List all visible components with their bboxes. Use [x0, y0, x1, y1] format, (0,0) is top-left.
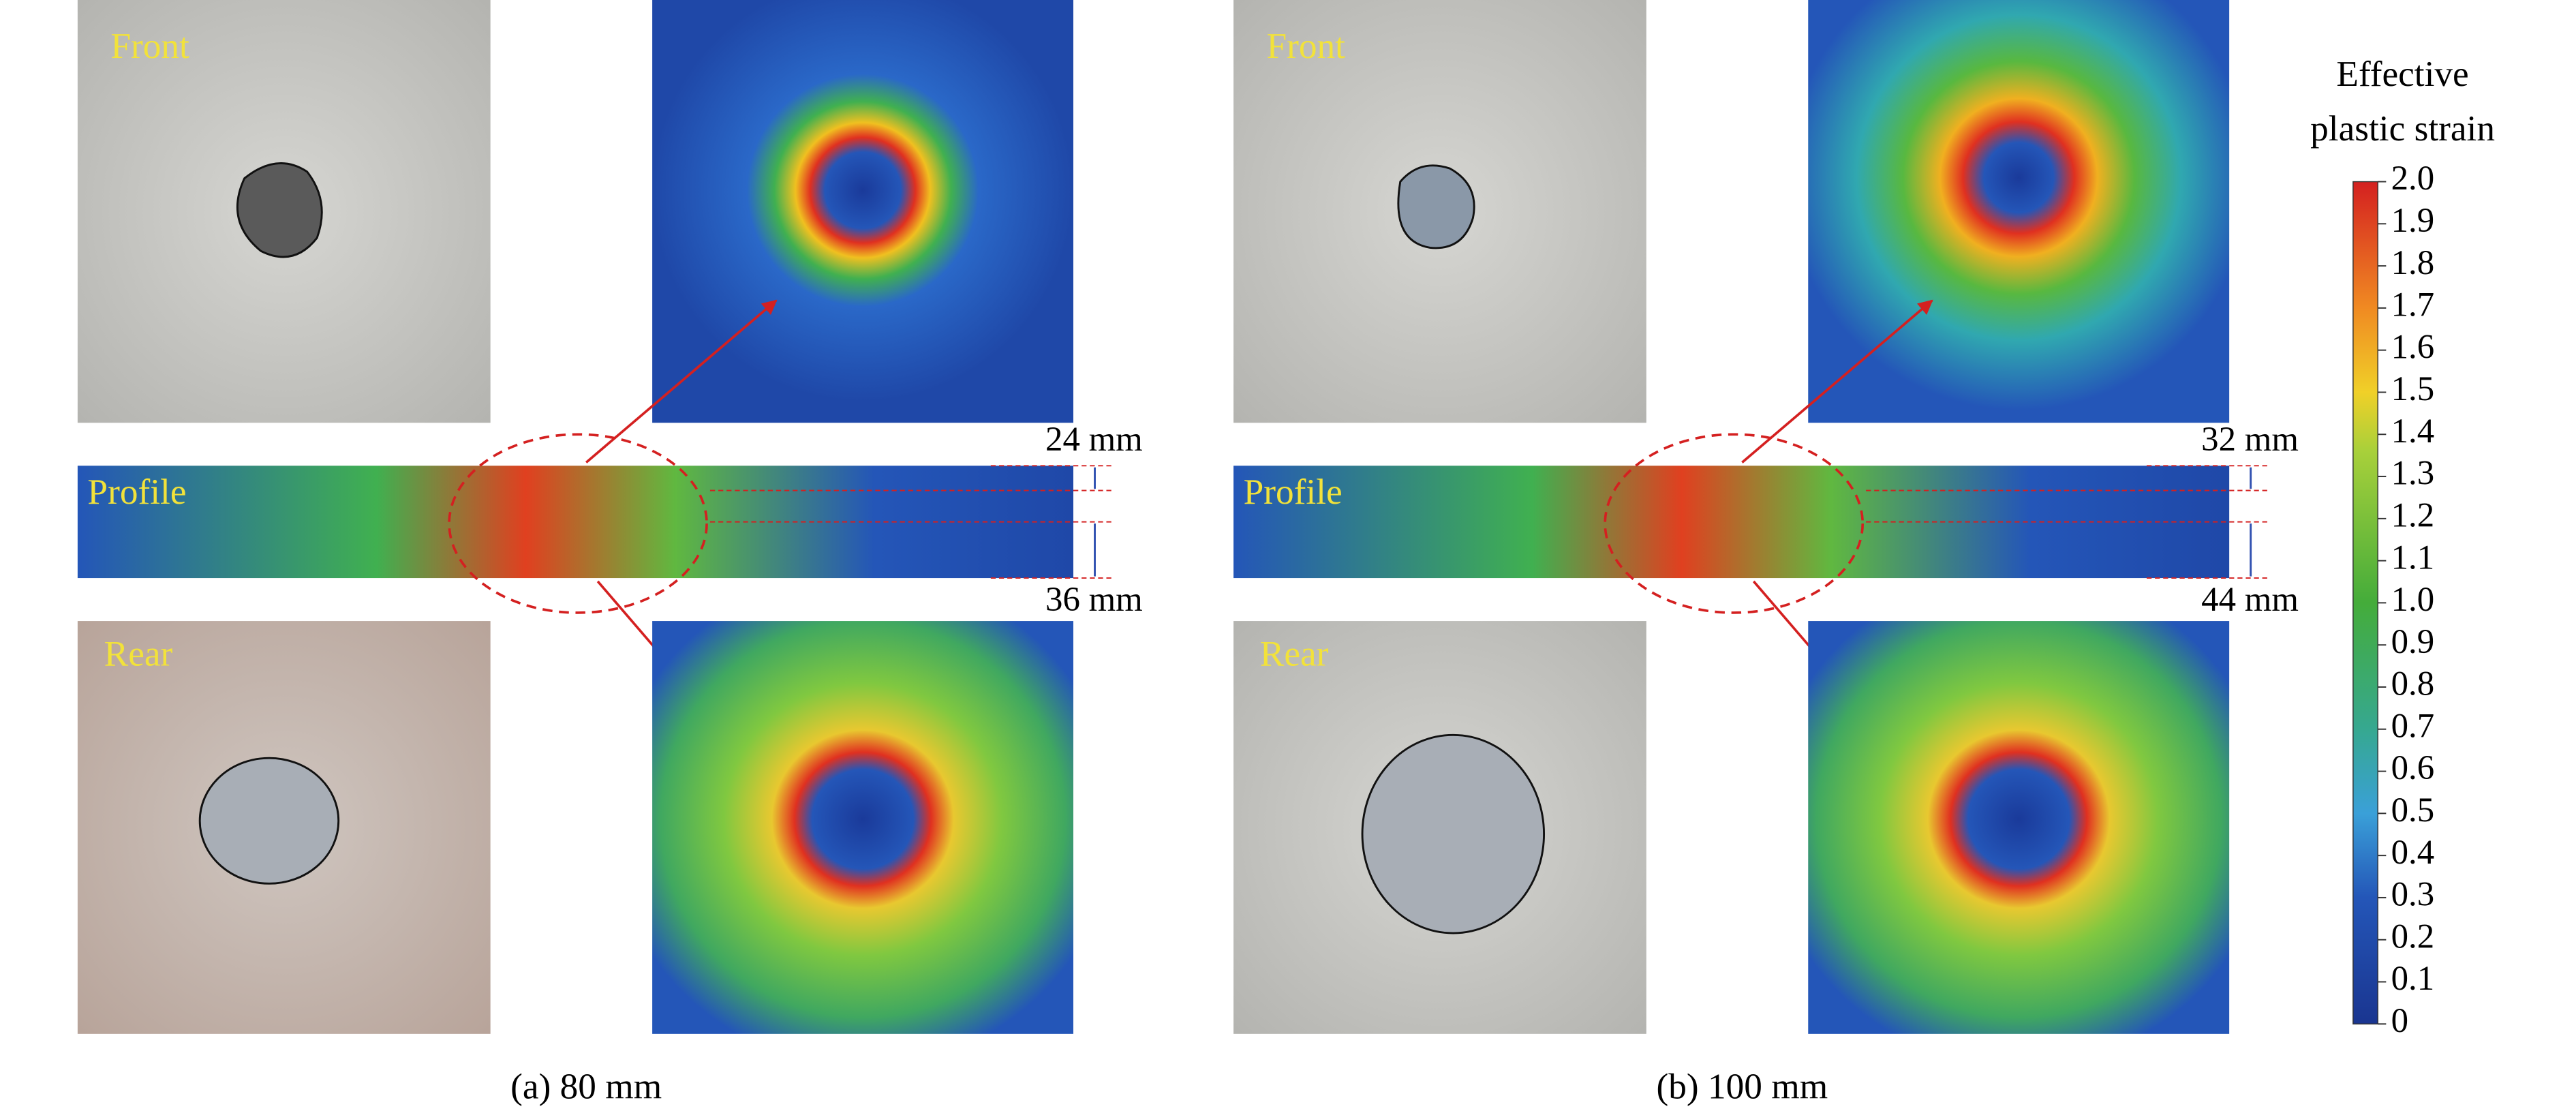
top-thickness: 24 mm: [1045, 421, 1143, 459]
rear-hole: [198, 757, 340, 885]
colorbar-tick-label: 1.9: [2391, 202, 2435, 240]
colorbar-tick-label: 0.6: [2391, 749, 2435, 787]
colorbar-tick-label: 1.8: [2391, 244, 2435, 282]
colorbar-tick-label: 2.0: [2391, 159, 2435, 198]
colorbar-tick-label: 1.2: [2391, 497, 2435, 535]
colorbar-tick-label: 1.5: [2391, 370, 2435, 408]
bottom-thickness: 44 mm: [2201, 581, 2299, 619]
colorbar-tick-label: 0: [2391, 1002, 2408, 1040]
colorbar-tick-label: 0.1: [2391, 960, 2435, 998]
zoom-arrow: [1741, 299, 1933, 463]
front-hole: [1397, 164, 1475, 249]
colorbar-tick-label: 0.8: [2391, 665, 2435, 703]
bottom-thickness: 36 mm: [1045, 581, 1143, 619]
colorbar-tick-label: 0.4: [2391, 834, 2435, 872]
colorbar: [2352, 181, 2378, 1025]
caption: (a) 80 mm: [510, 1066, 662, 1106]
colorbar-tick-label: 1.7: [2391, 286, 2435, 324]
colorbar-tick-label: 1.0: [2391, 581, 2435, 619]
rear-contour: [1808, 621, 2230, 1034]
front-hole: [236, 162, 323, 258]
panel: Front Profile 32 mm 44 mm Rear (b) 100 mm: [1233, 0, 2299, 1106]
profile-label: Profile: [87, 472, 186, 512]
colorbar-tick-label: 0.3: [2391, 876, 2435, 914]
colorbar-tick-label: 1.4: [2391, 412, 2435, 451]
rear-label: Rear: [1260, 634, 1329, 674]
zoom-arrow: [585, 299, 778, 463]
rear-hole: [1361, 733, 1546, 934]
front-contour: [652, 0, 1074, 423]
colorbar-tick-label: 1.3: [2391, 455, 2435, 493]
rear-label: Rear: [104, 634, 173, 674]
caption: (b) 100 mm: [1657, 1066, 1828, 1106]
profile-strip: [1233, 466, 2230, 579]
front-contour: [1808, 0, 2230, 423]
panel: Front Profile 24 mm 36 mm Rear (a) 80 mm: [77, 0, 1143, 1106]
zoom-ellipse: [1604, 433, 1865, 614]
profile-strip: [77, 466, 1074, 579]
front-label: Front: [1267, 26, 1346, 66]
top-thickness: 32 mm: [2201, 421, 2299, 459]
colorbar-title: Effective: [2336, 54, 2468, 94]
front-label: Front: [110, 26, 189, 66]
colorbar-tick-label: 0.2: [2391, 917, 2435, 956]
colorbar-tick-label: 1.6: [2391, 328, 2435, 366]
colorbar-tick-label: 0.9: [2391, 623, 2435, 661]
colorbar-tick-label: 0.5: [2391, 791, 2435, 830]
colorbar-title: plastic strain: [2310, 108, 2495, 149]
colorbar-tick-label: 1.1: [2391, 538, 2435, 577]
profile-label: Profile: [1244, 472, 1343, 512]
colorbar-tick-label: 0.7: [2391, 707, 2435, 745]
rear-contour: [652, 621, 1074, 1034]
zoom-ellipse: [448, 433, 708, 614]
